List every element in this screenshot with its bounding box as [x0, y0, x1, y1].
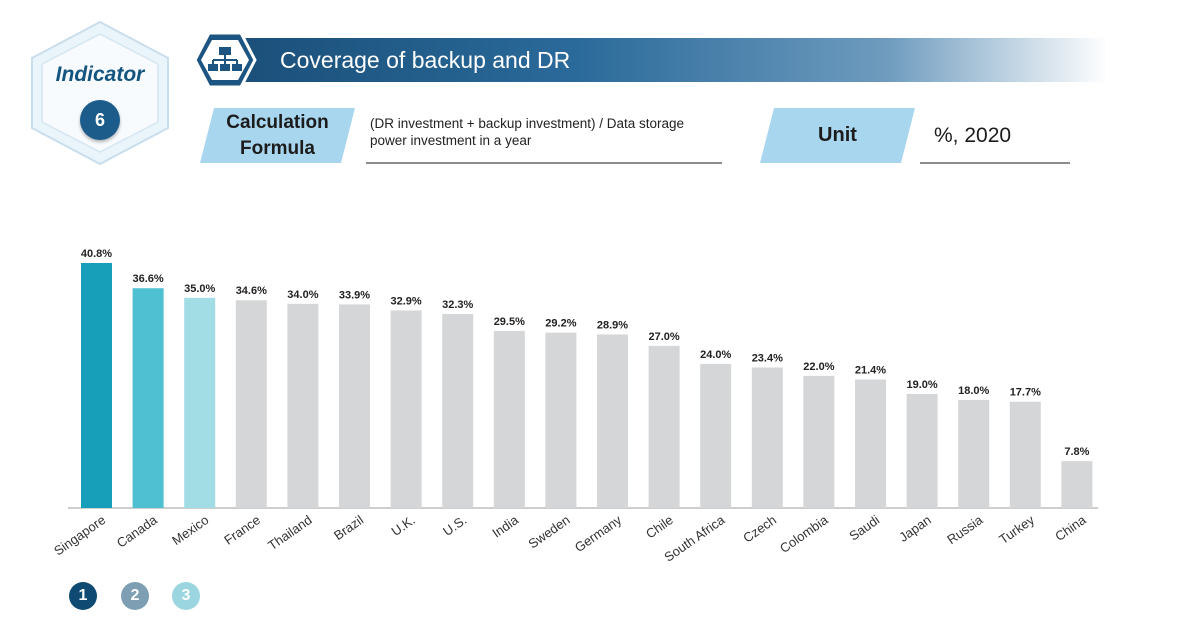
bar-south-africa [700, 363, 732, 508]
badge-hexagon-icon [31, 20, 169, 166]
data-label: 17.7% [1010, 387, 1041, 399]
bar-saudi [855, 379, 886, 508]
category-label: India [489, 512, 521, 541]
data-label: 40.8% [81, 248, 112, 260]
page-title: Coverage of backup and DR [280, 47, 571, 73]
category-label: Chile [643, 512, 676, 541]
server-network-icon [193, 31, 257, 89]
category-label: Turkey [996, 512, 1037, 547]
formula-label-line2: Formula [240, 138, 315, 159]
data-label: 33.9% [339, 289, 370, 301]
bar-singapore [81, 263, 112, 508]
category-label: Singapore [51, 512, 108, 558]
data-label: 32.9% [390, 295, 421, 307]
data-label: 35.0% [184, 283, 215, 295]
category-label: Sweden [526, 512, 573, 551]
category-label: Czech [740, 512, 779, 545]
bar-japan [906, 393, 938, 508]
category-label: China [1052, 512, 1089, 544]
data-label: 29.5% [494, 316, 525, 328]
data-label: 29.2% [545, 318, 576, 330]
formula-label-line1: Calculation [226, 112, 329, 133]
title-bar [222, 38, 1108, 82]
category-label: Canada [114, 512, 161, 551]
category-label: Thailand [265, 512, 314, 553]
bar-turkey [1009, 401, 1041, 508]
bar-india [493, 330, 525, 508]
unit-label: Unit [760, 108, 915, 163]
rank-1-badge: 1 [69, 582, 97, 610]
bar-germany [597, 334, 628, 508]
category-label: Mexico [169, 512, 211, 548]
bar-russia [958, 399, 990, 508]
data-label: 34.6% [236, 285, 267, 297]
bar-france [235, 300, 267, 508]
category-label: U.S. [440, 512, 469, 539]
bar-u-k [390, 310, 422, 508]
bar-chile [648, 345, 680, 508]
bar-u-s [442, 314, 474, 508]
category-label: U.K. [388, 512, 417, 539]
data-label: 28.9% [597, 319, 628, 331]
bar-colombia [803, 375, 835, 508]
data-label: 19.0% [906, 379, 937, 391]
bar-mexico [184, 297, 216, 508]
category-label: Brazil [331, 512, 366, 543]
category-label: Saudi [846, 512, 882, 543]
bar-brazil [339, 304, 370, 508]
data-label: 24.0% [700, 349, 731, 361]
category-label: Japan [896, 512, 934, 545]
formula-text: (DR investment + backup investment) / Da… [370, 116, 685, 148]
bar-thailand [287, 303, 319, 508]
rank-3-badge: 3 [172, 582, 200, 610]
formula-label: Calculation Formula [200, 108, 355, 163]
data-label: 22.0% [803, 361, 834, 373]
bar-sweden [545, 332, 577, 508]
data-label: 32.3% [442, 299, 473, 311]
unit-value: %, 2020 [934, 124, 1012, 147]
data-label: 21.4% [855, 364, 886, 376]
data-label: 7.8% [1064, 446, 1089, 458]
data-label: 27.0% [648, 331, 679, 343]
data-label: 34.0% [287, 289, 318, 301]
indicator-number: 6 [80, 100, 120, 140]
formula-underline [366, 162, 722, 164]
data-label: 23.4% [752, 352, 783, 364]
bar-canada [132, 288, 164, 508]
indicator-label: Indicator [55, 63, 145, 86]
rank-2-badge: 2 [121, 582, 149, 610]
category-label: Russia [944, 512, 986, 548]
bar-china [1061, 461, 1093, 508]
data-label: 36.6% [132, 273, 163, 285]
category-label: Germany [572, 512, 625, 555]
data-label: 18.0% [958, 385, 989, 397]
indicator-badge: Indicator 6 [22, 18, 178, 168]
unit-underline [920, 162, 1070, 164]
category-label: France [221, 512, 263, 547]
bar-czech [751, 367, 783, 508]
category-label: Colombia [777, 512, 831, 556]
